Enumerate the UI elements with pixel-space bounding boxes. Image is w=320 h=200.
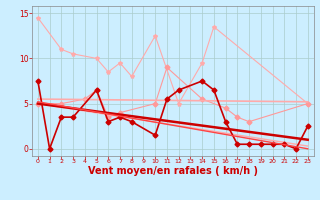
- X-axis label: Vent moyen/en rafales ( km/h ): Vent moyen/en rafales ( km/h ): [88, 166, 258, 176]
